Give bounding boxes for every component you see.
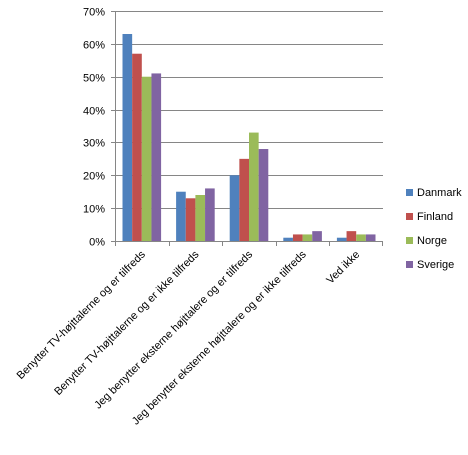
legend-label-finland: Finland: [417, 211, 453, 223]
bar-sverige-1: [151, 73, 162, 241]
legend-label-norge: Norge: [417, 235, 447, 247]
bar-danmark-3: [229, 175, 240, 241]
y-tick-label: 10%: [83, 204, 105, 216]
bar-norge-4: [302, 234, 313, 241]
x-category-label: Ved ikke: [324, 249, 362, 287]
bar-norge-3: [249, 132, 259, 241]
y-tick-label: 60%: [83, 40, 105, 52]
y-tick-labels: 0% 10% 20% 30% 40% 50% 60% 70%: [83, 7, 105, 249]
axes: [111, 11, 383, 246]
bar-norge-2: [195, 195, 206, 241]
bar-norge-1: [141, 76, 152, 241]
bar-finland-4: [292, 234, 303, 241]
legend-label-danmark: Danmark: [417, 187, 462, 199]
y-tick-label: 70%: [83, 7, 105, 19]
y-tick-label: 30%: [83, 138, 105, 150]
bar-sverige-4: [312, 231, 322, 241]
legend-swatch-danmark: [406, 189, 413, 196]
bar-finland-1: [132, 53, 142, 241]
bar-danmark-1: [122, 34, 133, 241]
bar-danmark-4: [283, 237, 293, 241]
category-labels: Benytter TV-højttalerne og er tilfredsBe…: [15, 248, 363, 427]
y-tick-label: 50%: [83, 73, 105, 85]
bar-danmark-5: [336, 237, 347, 241]
legend-swatch-norge: [406, 237, 413, 244]
bar-danmark-2: [176, 191, 186, 241]
legend-swatch-finland: [406, 213, 413, 220]
bar-sverige-3: [258, 149, 269, 241]
legend-swatch-sverige: [406, 261, 413, 268]
bar-finland-2: [185, 198, 196, 241]
bar-finland-5: [346, 231, 357, 241]
y-tick-label: 0%: [89, 237, 105, 249]
bar-finland-3: [239, 158, 249, 241]
legend: Danmark Finland Norge Sverige: [406, 187, 462, 271]
bar-sverige-5: [365, 234, 376, 241]
legend-label-sverige: Sverige: [417, 259, 454, 271]
bar-norge-5: [356, 234, 366, 241]
bars: [122, 34, 376, 241]
bar-sverige-2: [205, 188, 215, 241]
y-tick-label: 20%: [83, 171, 105, 183]
y-tick-label: 40%: [83, 106, 105, 118]
